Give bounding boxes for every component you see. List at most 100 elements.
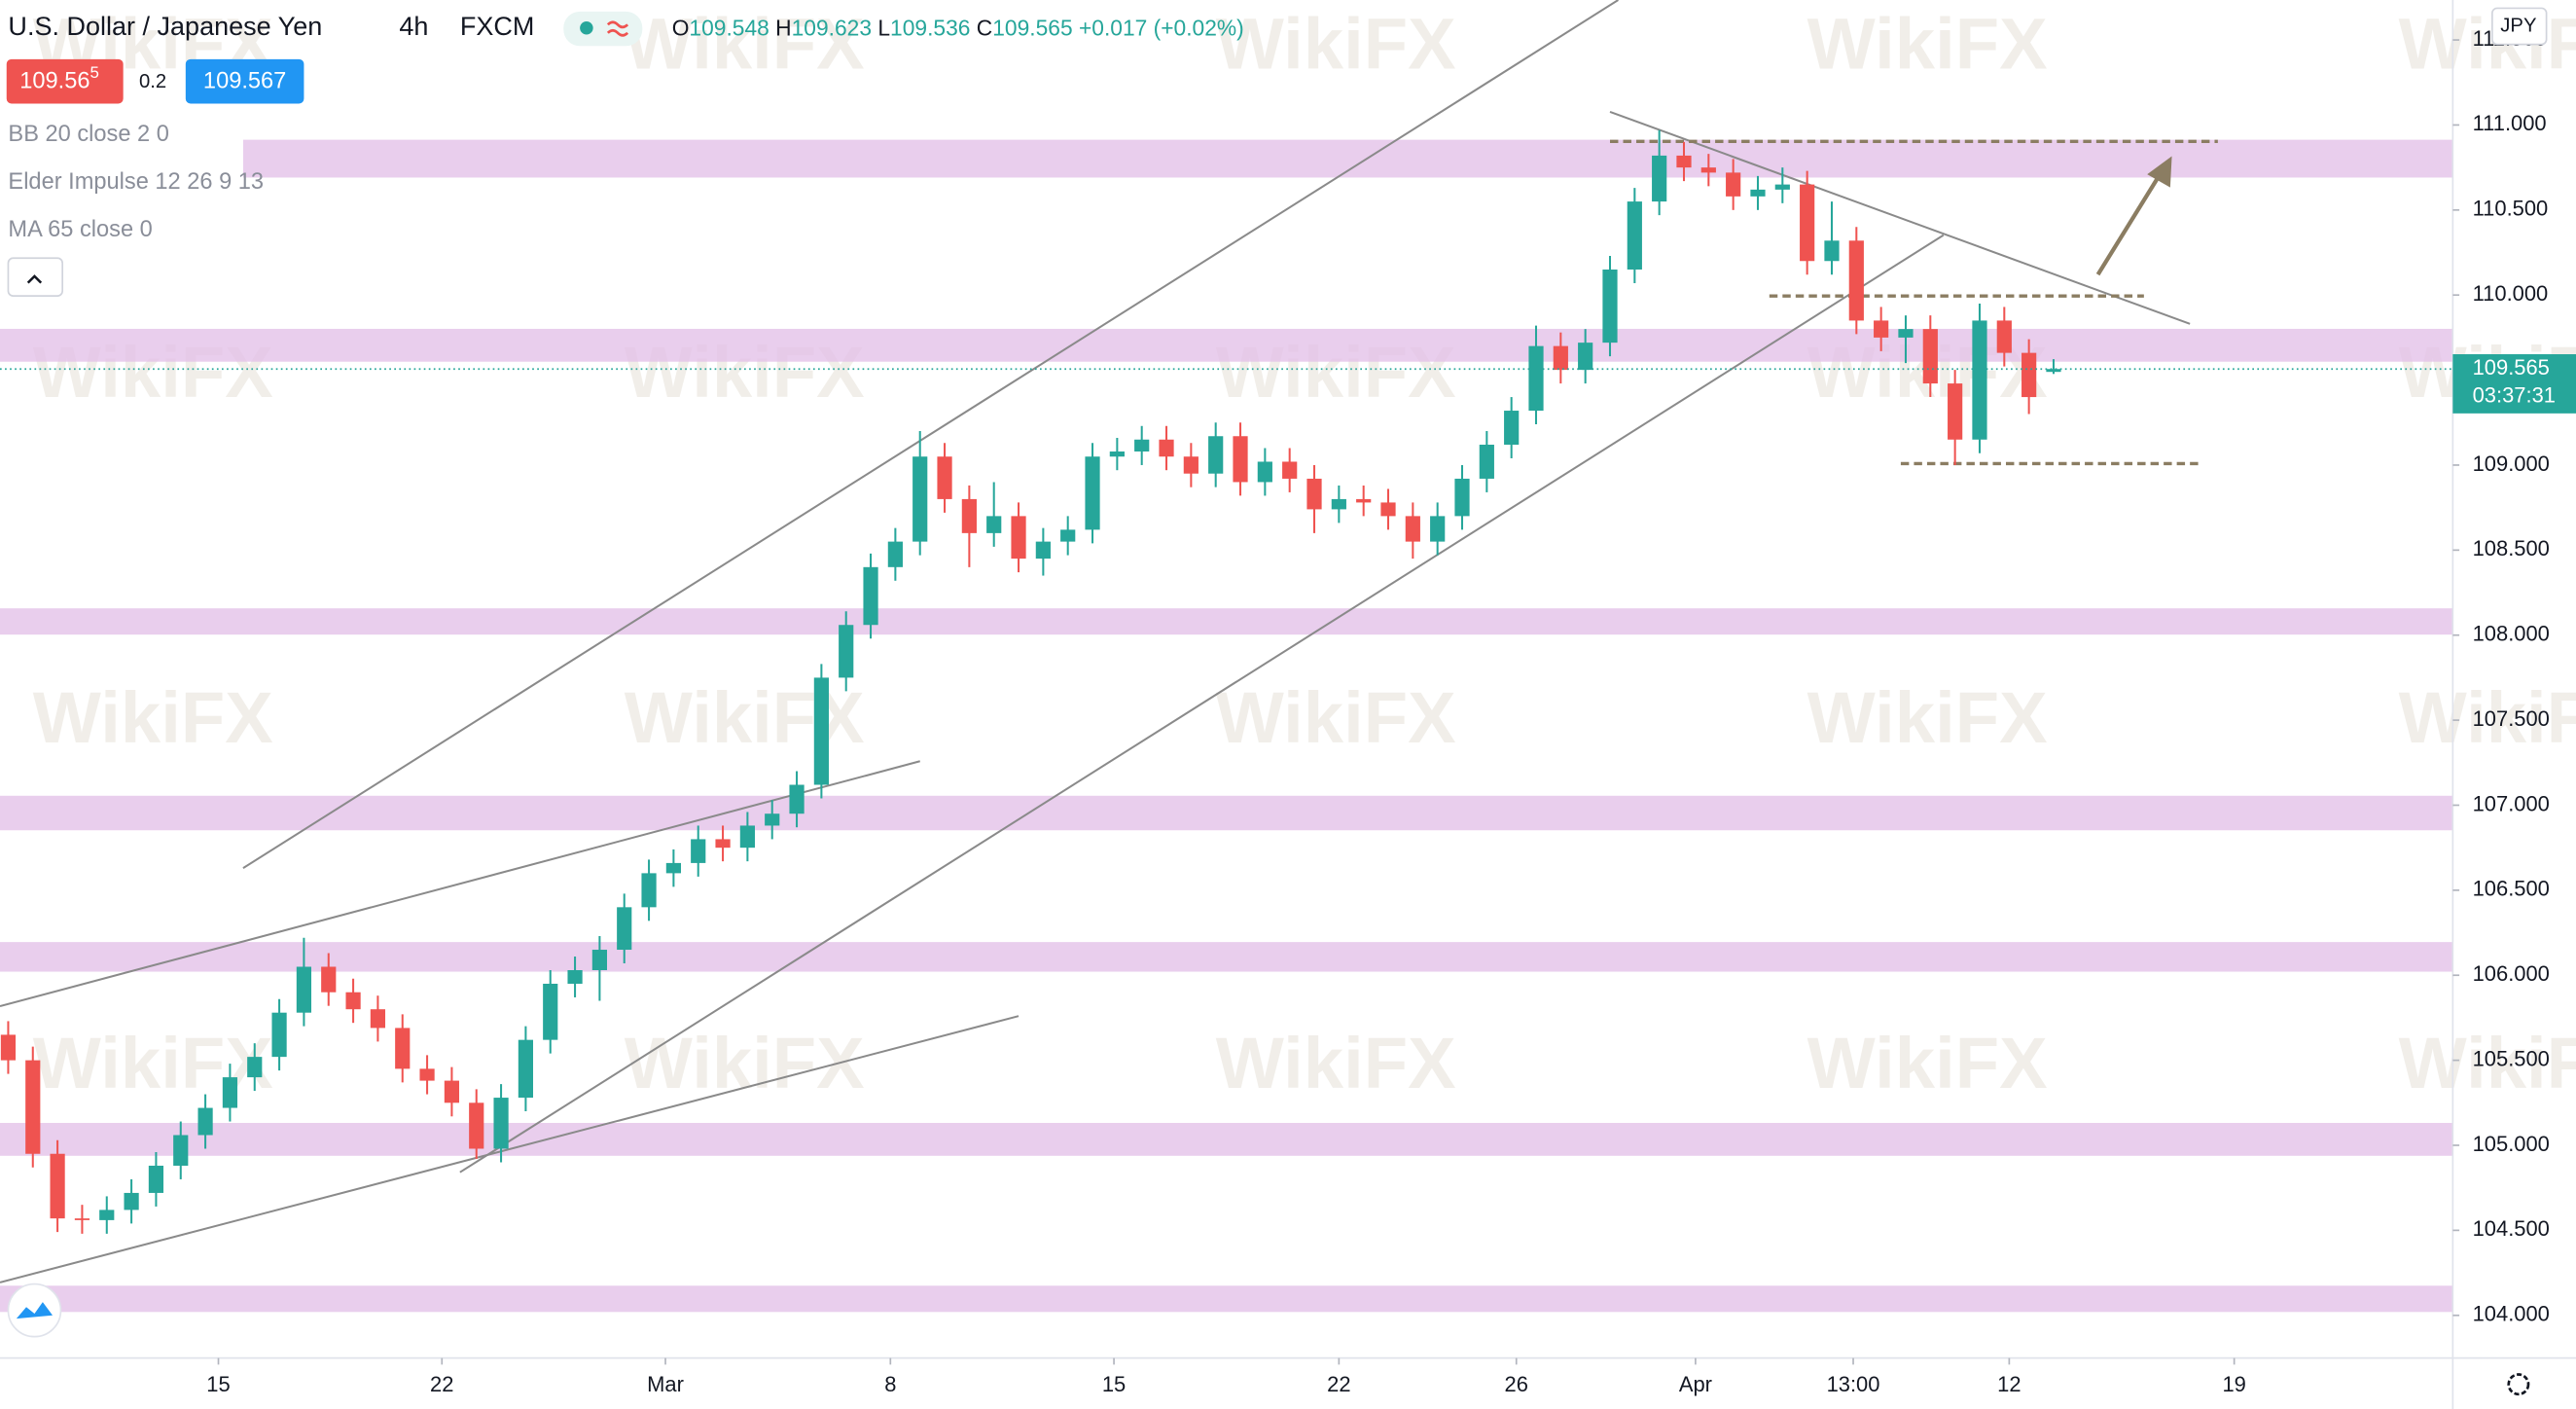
trend-lines	[0, 0, 2191, 1283]
bid-pip: 5	[90, 63, 99, 82]
candle-body	[2021, 352, 2037, 398]
candle-body	[839, 625, 854, 678]
candle-body	[222, 1077, 238, 1108]
watermark: WikiFX	[1807, 1023, 2048, 1103]
zone	[0, 795, 2453, 831]
candle-body	[1922, 329, 1938, 384]
ohlc-label: O	[672, 15, 690, 40]
candle-body	[567, 969, 583, 984]
y-tick-label: 107.000	[2473, 791, 2550, 815]
ask-price: 109.567	[203, 69, 286, 94]
plot	[0, 129, 2453, 1234]
x-tick-label: 26	[1505, 1372, 1528, 1396]
candle-body	[863, 566, 878, 626]
candle-body	[641, 873, 657, 908]
x-tick-label: Apr	[1679, 1372, 1712, 1396]
data-status	[606, 20, 629, 37]
candle-body	[617, 907, 632, 951]
x-tick-label: 22	[430, 1372, 453, 1396]
y-tick-label: 105.000	[2473, 1132, 2550, 1156]
candle-body	[1700, 167, 1716, 173]
zone	[0, 1123, 2453, 1156]
candle-body	[345, 992, 361, 1010]
y-tick-label: 111.000	[2473, 111, 2547, 135]
y-tick-label: 107.500	[2473, 706, 2550, 731]
candle-body	[937, 456, 952, 499]
trend-line	[1609, 110, 2191, 325]
candle-body	[591, 950, 607, 970]
watermark: WikiFX	[33, 677, 273, 758]
x-tick-label: 13:00	[1827, 1372, 1880, 1396]
ohlc: O109.548 H109.623 L109.536 C109.565 +0.0…	[672, 15, 1244, 40]
candle-body	[0, 1034, 17, 1061]
candle-body	[691, 839, 706, 863]
buy-button[interactable]	[185, 58, 304, 104]
trend-line	[242, 0, 1619, 869]
change: +0.017 (+0.02%)	[1079, 15, 1244, 40]
symbol-title: U.S. Dollar / Japanese Yen	[8, 12, 322, 41]
candle-body	[395, 1028, 411, 1069]
watermark: WikiFX	[1216, 3, 1456, 84]
ohlc-value: 109.548	[689, 15, 769, 40]
sell-button[interactable]	[6, 58, 124, 104]
watermark: WikiFX	[625, 1023, 865, 1103]
x-tick-label: 12	[1997, 1372, 2021, 1396]
candle-body	[247, 1057, 263, 1078]
zone	[0, 608, 2453, 635]
candle-body	[665, 862, 681, 874]
candle-body	[1774, 184, 1790, 190]
candle-body	[469, 1102, 484, 1149]
candle-body	[1109, 451, 1125, 457]
candle-body	[1282, 461, 1298, 479]
candle-body	[1085, 456, 1100, 530]
candle-body	[1578, 343, 1593, 371]
indicator-label: Elder Impulse 12 26 9 13	[8, 169, 264, 195]
candle-body	[543, 983, 558, 1040]
watermark: WikiFX	[1807, 3, 2048, 84]
indicator-label: MA 65 close 0	[8, 217, 152, 242]
settings-icon[interactable]	[2507, 1373, 2530, 1396]
candle-body	[739, 825, 755, 849]
candle-body	[321, 966, 337, 993]
x-tick-label: 15	[1102, 1372, 1126, 1396]
candle-body	[1257, 461, 1272, 483]
logo[interactable]	[7, 1283, 62, 1338]
status-pill[interactable]	[563, 11, 643, 47]
candle-body	[1356, 498, 1372, 503]
candle-body	[1134, 439, 1150, 452]
candle-body	[1233, 436, 1248, 483]
candle-body	[493, 1098, 509, 1149]
logo-icon	[16, 1302, 54, 1319]
candle-body	[1035, 541, 1051, 560]
market-status	[580, 20, 593, 35]
candle-body	[1430, 516, 1446, 542]
candle-body	[1848, 240, 1864, 321]
candle-body	[444, 1080, 460, 1103]
indicator-label: BB 20 close 2 0	[8, 122, 168, 147]
candle-body	[1676, 155, 1692, 168]
arrow	[2095, 156, 2172, 276]
spread: 0.2	[139, 71, 166, 92]
candle-body	[1627, 201, 1642, 270]
y-tick-label: 108.000	[2473, 622, 2550, 646]
candle-body	[813, 677, 829, 785]
candle-body	[1183, 456, 1199, 474]
ohlc-label: H	[775, 15, 791, 40]
bid-main: 109.56	[19, 69, 89, 94]
currency-box[interactable]	[2491, 7, 2548, 46]
candle-body	[789, 784, 805, 814]
candle-body	[715, 839, 731, 849]
y-tick-label: 108.500	[2473, 536, 2550, 560]
zone	[242, 139, 2453, 178]
zone	[0, 942, 2453, 972]
watermark: WikiFX	[2399, 677, 2576, 758]
x-tick-label: 22	[1327, 1372, 1350, 1396]
candle-body	[1726, 172, 1741, 197]
candle-body	[1874, 320, 1889, 338]
watermark: WikiFX	[2399, 1023, 2576, 1103]
arrow-head	[2147, 156, 2172, 188]
candle-body	[961, 498, 977, 533]
y-tick-label: 104.000	[2473, 1302, 2550, 1326]
